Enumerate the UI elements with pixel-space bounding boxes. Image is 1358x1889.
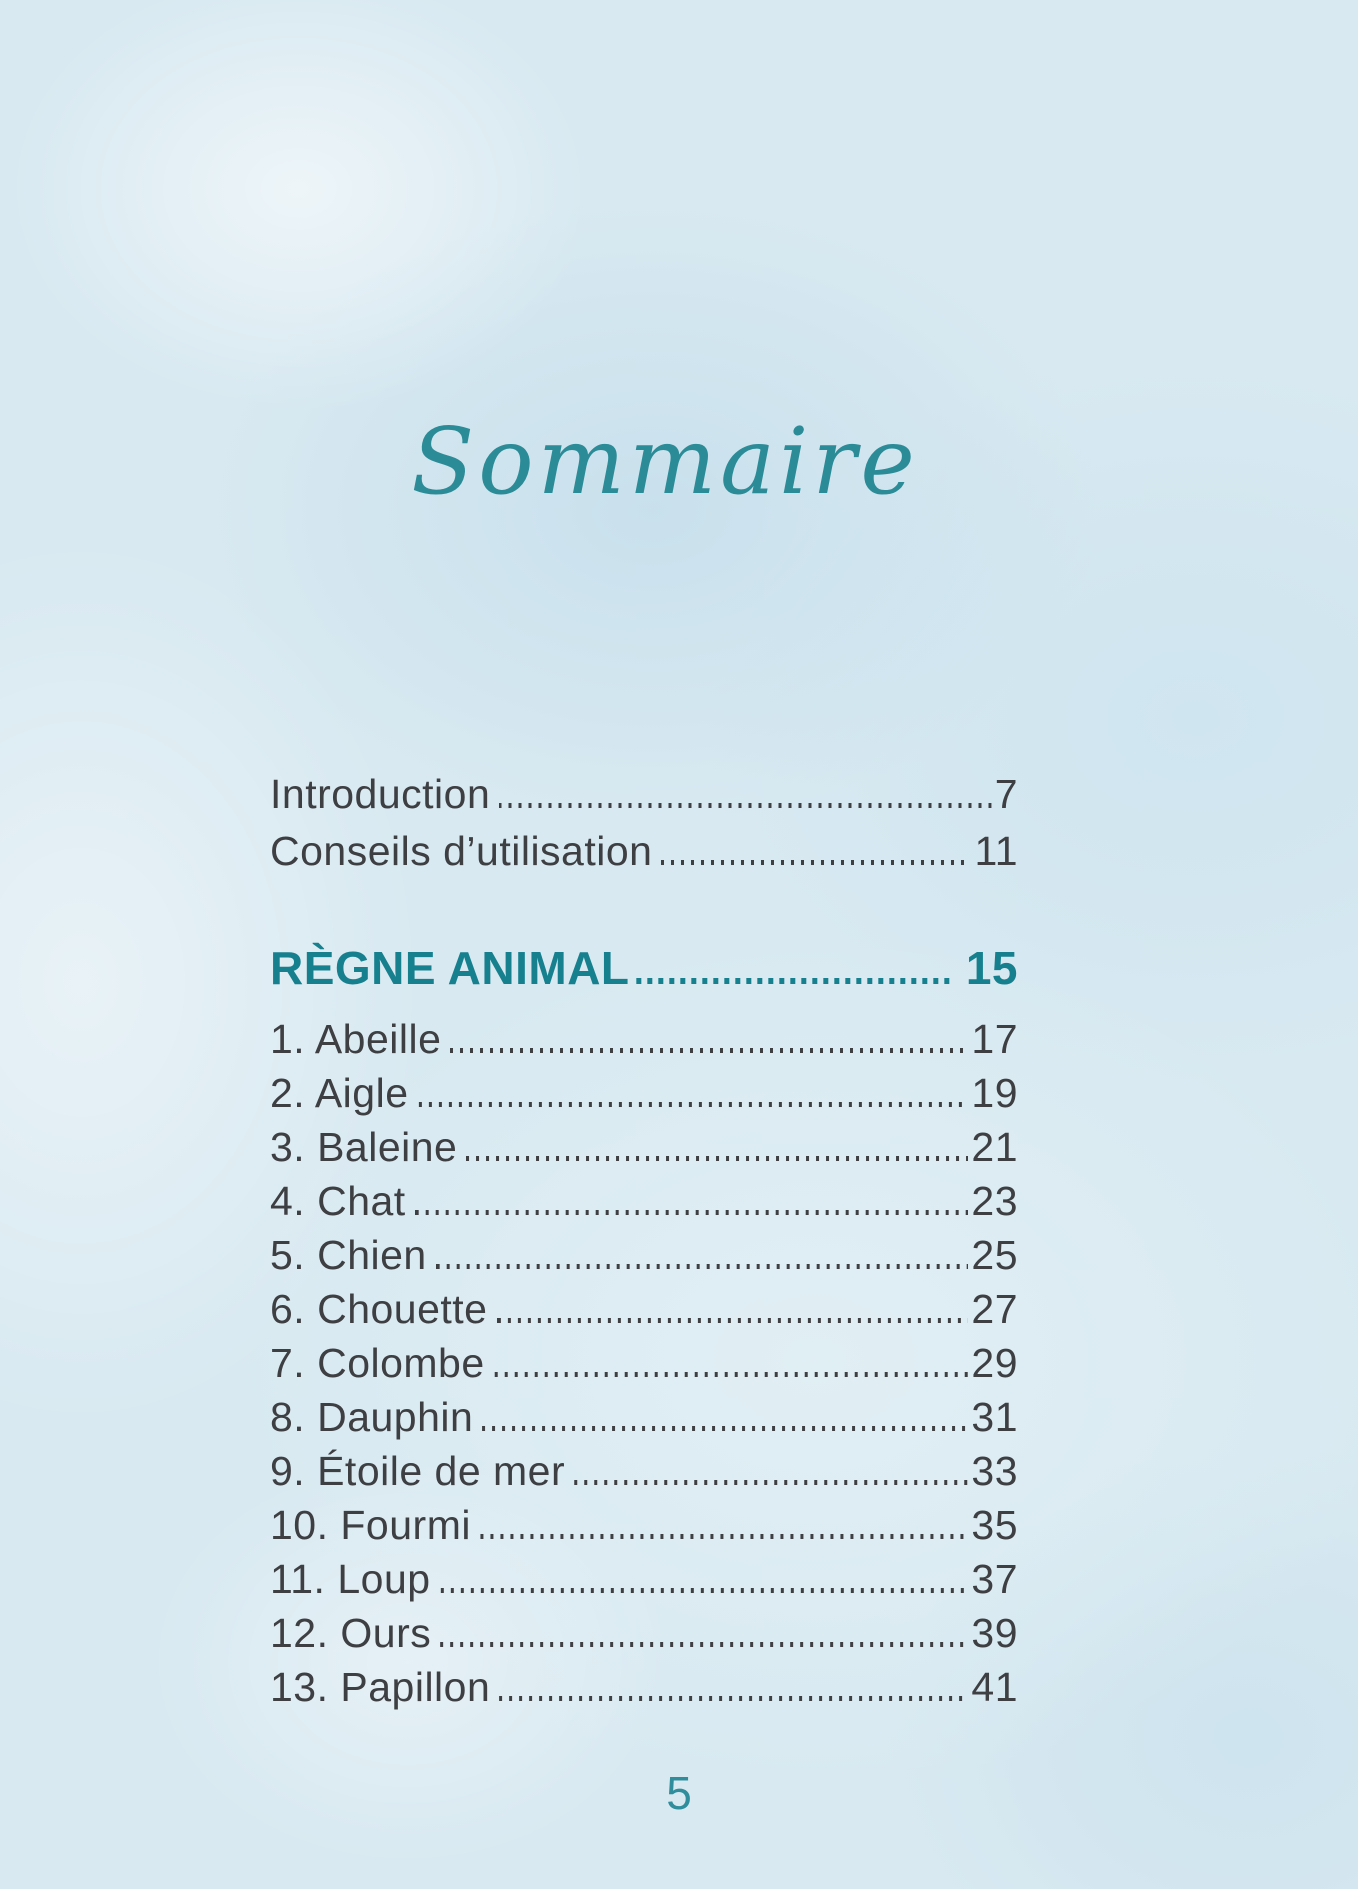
toc-entry-page: 29 bbox=[971, 1340, 1018, 1386]
toc-entry-label: 1. Abeille bbox=[270, 1016, 442, 1062]
page-number: 5 bbox=[666, 1767, 692, 1819]
toc-entry: 12. Ours 39 bbox=[270, 1606, 1018, 1660]
dotted-leader bbox=[661, 860, 972, 865]
toc-entry: 2. Aigle 19 bbox=[270, 1066, 1018, 1120]
toc-entry: 3. Baleine 21 bbox=[270, 1120, 1018, 1174]
toc-entry: 10. Fourmi 35 bbox=[270, 1498, 1018, 1552]
dotted-leader bbox=[496, 1318, 969, 1323]
page-title: Sommaire bbox=[411, 408, 919, 515]
dotted-leader bbox=[466, 1156, 969, 1161]
toc-section-page: 15 bbox=[965, 942, 1018, 994]
toc-entry-label: 5. Chien bbox=[270, 1232, 427, 1278]
toc-entry-list: 1. Abeille 17 2. Aigle 19 3. Baleine 21 … bbox=[270, 1012, 1018, 1714]
dotted-leader bbox=[439, 1588, 969, 1593]
toc-section-heading: RÈGNE ANIMAL 15 bbox=[270, 938, 1018, 998]
toc-entry-page: 19 bbox=[971, 1070, 1018, 1116]
toc-entry-label: 3. Baleine bbox=[270, 1124, 458, 1170]
toc-entry: 4. Chat 23 bbox=[270, 1174, 1018, 1228]
dotted-leader bbox=[435, 1264, 969, 1269]
toc-entry-label: 11. Loup bbox=[270, 1556, 431, 1602]
dotted-leader bbox=[440, 1642, 969, 1647]
dotted-leader bbox=[479, 1534, 969, 1539]
toc-entry: 8. Dauphin 31 bbox=[270, 1390, 1018, 1444]
toc-entry: Conseils d’utilisation 11 bbox=[270, 823, 1018, 880]
table-of-contents: Introduction 7 Conseils d’utilisation 11… bbox=[270, 766, 1018, 1714]
toc-entry-page: 27 bbox=[971, 1286, 1018, 1332]
toc-entry: 6. Chouette 27 bbox=[270, 1282, 1018, 1336]
dotted-leader bbox=[414, 1210, 969, 1215]
toc-entry: 13. Papillon 41 bbox=[270, 1660, 1018, 1714]
toc-entry: 5. Chien 25 bbox=[270, 1228, 1018, 1282]
toc-entry-label: 13. Papillon bbox=[270, 1664, 491, 1710]
toc-entry-page: 23 bbox=[971, 1178, 1018, 1224]
toc-entry-page: 39 bbox=[971, 1610, 1018, 1656]
dotted-leader bbox=[635, 978, 952, 984]
toc-entry-page: 25 bbox=[971, 1232, 1018, 1278]
toc-entry-label: Conseils d’utilisation bbox=[270, 828, 653, 874]
toc-entry-page: 33 bbox=[971, 1448, 1018, 1494]
toc-entry-page: 35 bbox=[971, 1502, 1018, 1548]
dotted-leader bbox=[417, 1102, 969, 1107]
toc-entry: 11. Loup 37 bbox=[270, 1552, 1018, 1606]
toc-entry-page: 17 bbox=[971, 1016, 1018, 1062]
toc-entry-page: 7 bbox=[994, 771, 1018, 817]
toc-entry: Introduction 7 bbox=[270, 766, 1018, 823]
toc-entry-label: 8. Dauphin bbox=[270, 1394, 474, 1440]
dotted-leader bbox=[499, 1696, 969, 1701]
toc-entry-page: 41 bbox=[971, 1664, 1018, 1710]
toc-entry-label: 4. Chat bbox=[270, 1178, 406, 1224]
toc-entry-label: 6. Chouette bbox=[270, 1286, 488, 1332]
toc-entry-label: 7. Colombe bbox=[270, 1340, 485, 1386]
toc-entry-label: 2. Aigle bbox=[270, 1070, 409, 1116]
toc-entry-label: 12. Ours bbox=[270, 1610, 432, 1656]
toc-entry-label: 10. Fourmi bbox=[270, 1502, 471, 1548]
dotted-leader bbox=[499, 803, 992, 808]
dotted-leader bbox=[482, 1426, 969, 1431]
dotted-leader bbox=[574, 1480, 969, 1485]
toc-section-row: RÈGNE ANIMAL 15 bbox=[270, 938, 1018, 998]
toc-entry-page: 31 bbox=[971, 1394, 1018, 1440]
toc-front-matter: Introduction 7 Conseils d’utilisation 11 bbox=[270, 766, 1018, 880]
toc-entry-label: 9. Étoile de mer bbox=[270, 1448, 566, 1494]
toc-entry-page: 11 bbox=[974, 828, 1018, 874]
toc-entry: 9. Étoile de mer 33 bbox=[270, 1444, 1018, 1498]
toc-entry: 1. Abeille 17 bbox=[270, 1012, 1018, 1066]
toc-section-label: RÈGNE ANIMAL bbox=[270, 942, 630, 994]
dotted-leader bbox=[493, 1372, 969, 1377]
toc-entry-page: 37 bbox=[971, 1556, 1018, 1602]
toc-entry-label: Introduction bbox=[270, 771, 491, 817]
toc-entry-page: 21 bbox=[971, 1124, 1018, 1170]
toc-entry: 7. Colombe 29 bbox=[270, 1336, 1018, 1390]
dotted-leader bbox=[450, 1048, 969, 1053]
